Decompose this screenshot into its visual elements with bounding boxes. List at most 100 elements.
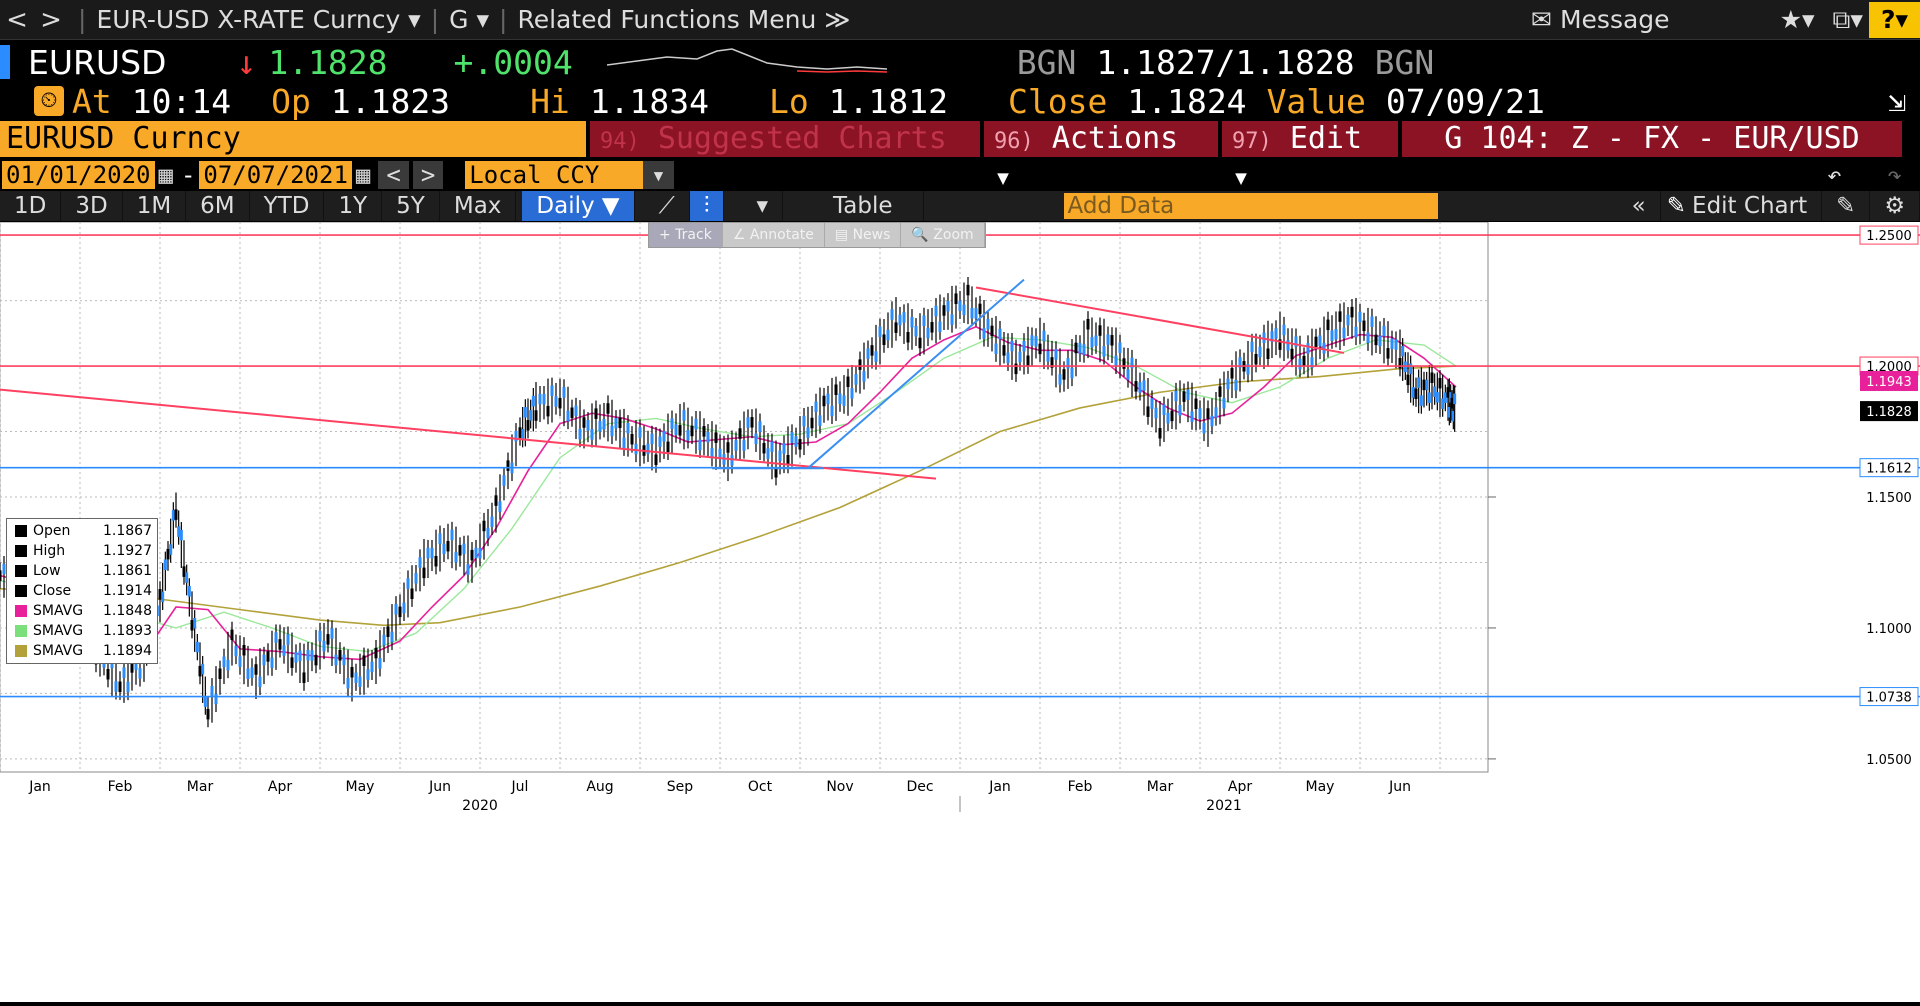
period-3d-button[interactable]: 3D: [61, 191, 123, 221]
price-candle: [866, 348, 870, 359]
actions-button[interactable]: 96) Actions ▾: [984, 121, 1218, 195]
period-1m-button[interactable]: 1M: [123, 191, 187, 221]
pencil-icon[interactable]: ✎: [1666, 193, 1687, 219]
price-candle: [394, 603, 398, 615]
period-ytd-button[interactable]: YTD: [250, 191, 325, 221]
price-candle: [526, 420, 530, 431]
period-1y-button[interactable]: 1Y: [324, 191, 383, 221]
price-candle: [0, 570, 2, 581]
price-candle: [1290, 348, 1294, 360]
price-candle: [534, 410, 538, 421]
price-candle: [934, 305, 938, 317]
previous-period-button[interactable]: <: [378, 161, 409, 189]
price-candle: [1266, 348, 1270, 359]
edit-annotation-icon[interactable]: ✎: [1822, 191, 1871, 221]
candlestick-icon[interactable]: ⫶: [689, 191, 725, 221]
quote-row: ⏲ At 10:14 Op 1.1823 Hi 1.1834 Lo 1.1812…: [0, 81, 1920, 121]
price-candle: [198, 665, 202, 677]
price-candle: [874, 351, 878, 362]
x-tick-label: Aug: [586, 779, 613, 795]
gear-icon[interactable]: ⚙: [1870, 191, 1920, 221]
price-candle: [1166, 412, 1170, 424]
price-candle: [1338, 311, 1342, 322]
chevron-down-icon[interactable]: ▾: [643, 161, 674, 189]
forward-button[interactable]: >: [40, 4, 62, 35]
add-data-input[interactable]: Add Data: [1063, 193, 1438, 219]
price-candle: [734, 440, 738, 451]
price-candle: [282, 645, 286, 656]
price-candle: [910, 316, 914, 328]
price-candle: [179, 529, 183, 541]
price-candle: [1254, 353, 1258, 365]
period-5y-button[interactable]: 5Y: [382, 191, 440, 221]
price-candle: [122, 667, 126, 678]
price-candle: [171, 510, 175, 521]
price-candle: [1234, 379, 1238, 391]
next-period-button[interactable]: >: [412, 161, 444, 189]
price-candle: [650, 433, 654, 445]
trend-line: [0, 388, 937, 480]
period-1d-button[interactable]: 1D: [0, 191, 62, 221]
table-button[interactable]: Table: [803, 191, 924, 221]
frequency-select[interactable]: Daily ▼: [522, 191, 635, 221]
help-button[interactable]: ?▾: [1868, 1, 1920, 38]
price-candle: [782, 443, 786, 454]
price-candle: [1050, 357, 1054, 368]
price-candle: [1198, 408, 1202, 419]
calendar-icon[interactable]: ▦: [158, 161, 173, 189]
price-candle: [270, 657, 274, 668]
price-candle: [810, 417, 814, 429]
price-candle: [1450, 397, 1454, 409]
envelope-icon[interactable]: ✉: [1531, 5, 1552, 34]
price-candle: [1042, 330, 1046, 342]
annotate-tool[interactable]: ∠ Annotate: [723, 223, 825, 247]
security-menu[interactable]: EUR-USD X-RATE Curncy ▾: [96, 5, 421, 34]
back-button[interactable]: <: [6, 4, 28, 35]
g-menu[interactable]: G ▾: [449, 5, 490, 34]
price-candle: [358, 676, 362, 687]
price-candle: [1438, 377, 1442, 389]
price-candle: [118, 681, 122, 693]
zoom-tool[interactable]: 🔍 Zoom: [901, 223, 985, 247]
x-tick-label: Jun: [428, 779, 451, 795]
end-date-input[interactable]: 07/07/2021: [199, 161, 352, 189]
track-tool[interactable]: + Track: [649, 223, 723, 247]
redo-icon[interactable]: ↷: [1887, 161, 1902, 189]
price-candle: [1206, 408, 1210, 419]
edit-chart-button[interactable]: Edit Chart: [1686, 191, 1823, 221]
collapse-icon[interactable]: «: [1618, 191, 1661, 221]
price-candle: [1318, 335, 1322, 346]
currency-select[interactable]: Local CCY: [465, 161, 644, 189]
price-candle: [1334, 328, 1338, 340]
price-chart[interactable]: 1.25001.20001.16121.07381.18281.19431.05…: [0, 221, 1920, 1002]
start-date-input[interactable]: 01/01/2020: [2, 161, 155, 189]
price-candle: [842, 395, 846, 406]
security-name[interactable]: EURUSD Curncy: [0, 121, 586, 157]
chart-area[interactable]: 1.2500 1.2000 1.1612 1.0738 1.1828 1.1943 1.05…: [0, 221, 1920, 1002]
calendar-icon[interactable]: ▦: [355, 161, 371, 189]
chart-cursor-icon[interactable]: ⇲: [1887, 83, 1906, 119]
price-candle: [870, 345, 874, 356]
price-candle: [258, 676, 262, 688]
level-label: 1.2500: [1866, 229, 1912, 244]
price-candle: [886, 329, 890, 341]
legend-name: SMAVG: [33, 643, 84, 659]
related-functions-menu[interactable]: Related Functions Menu ≫: [517, 5, 851, 34]
price-candle: [922, 315, 926, 327]
price-candle: [470, 549, 474, 561]
suggested-charts-button[interactable]: 94) Suggested Charts: [590, 121, 980, 157]
chart-type-dropdown-icon[interactable]: ▾: [742, 191, 784, 221]
news-tool[interactable]: ▤ News: [825, 223, 902, 247]
legend-name: Open: [33, 523, 71, 539]
line-chart-icon[interactable]: ⟋: [645, 191, 690, 221]
edit-button[interactable]: 97) Edit ▾: [1222, 121, 1398, 195]
price-candle: [1286, 340, 1290, 351]
undo-icon[interactable]: ↶: [1827, 161, 1842, 189]
price-candle: [430, 547, 434, 559]
message-button[interactable]: Message: [1559, 5, 1670, 34]
star-icon[interactable]: ★▾: [1779, 5, 1815, 34]
high-label: Hi: [530, 81, 570, 121]
period-max-button[interactable]: Max: [440, 191, 517, 221]
period-6m-button[interactable]: 6M: [186, 191, 250, 221]
window-icon[interactable]: ⧉▾: [1832, 4, 1863, 34]
